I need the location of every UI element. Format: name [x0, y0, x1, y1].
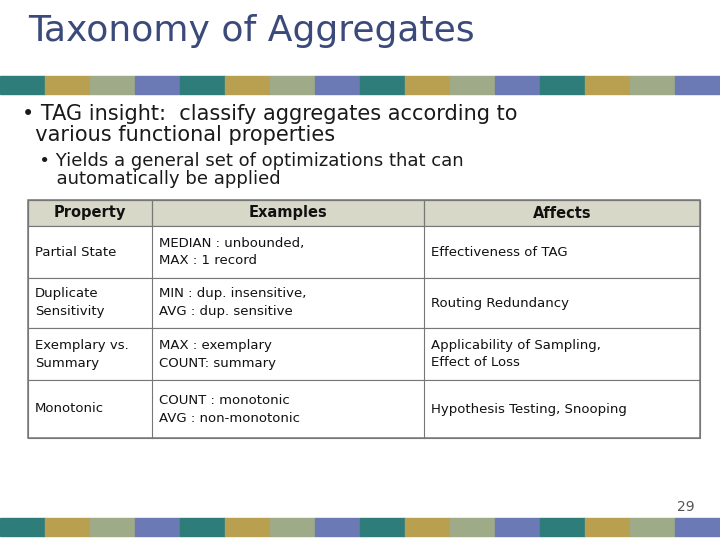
Bar — [28, 200, 700, 438]
Text: Partial State: Partial State — [35, 246, 117, 259]
Bar — [360, 518, 405, 536]
Bar — [28, 328, 700, 380]
Bar — [225, 76, 270, 94]
Bar — [225, 518, 270, 536]
Bar — [45, 76, 90, 94]
Bar — [585, 518, 630, 536]
Bar — [28, 226, 700, 278]
Bar — [540, 76, 585, 94]
Text: Taxonomy of Aggregates: Taxonomy of Aggregates — [28, 14, 474, 48]
Bar — [450, 76, 495, 94]
Bar — [45, 518, 90, 536]
Bar — [630, 76, 675, 94]
Text: automatically be applied: automatically be applied — [22, 170, 281, 188]
Text: Hypothesis Testing, Snooping: Hypothesis Testing, Snooping — [431, 402, 627, 415]
Bar — [585, 76, 630, 94]
Text: Property: Property — [54, 206, 126, 220]
Text: Affects: Affects — [533, 206, 592, 220]
Bar — [28, 380, 700, 438]
Bar — [495, 518, 540, 536]
Text: COUNT : monotonic
AVG : non-monotonic: COUNT : monotonic AVG : non-monotonic — [159, 394, 300, 424]
Bar — [675, 76, 720, 94]
Bar — [405, 518, 450, 536]
Bar — [135, 518, 180, 536]
Bar — [315, 518, 360, 536]
Text: Applicability of Sampling,
Effect of Loss: Applicability of Sampling, Effect of Los… — [431, 339, 601, 369]
Bar — [270, 76, 315, 94]
Bar — [630, 518, 675, 536]
Bar — [90, 518, 135, 536]
Bar — [0, 76, 45, 94]
Bar — [360, 76, 405, 94]
Text: MIN : dup. insensitive,
AVG : dup. sensitive: MIN : dup. insensitive, AVG : dup. sensi… — [159, 287, 307, 319]
Text: • TAG insight:  classify aggregates according to: • TAG insight: classify aggregates accor… — [22, 104, 518, 124]
Text: various functional properties: various functional properties — [22, 125, 335, 145]
Text: • Yields a general set of optimizations that can: • Yields a general set of optimizations … — [22, 152, 464, 170]
Bar — [495, 76, 540, 94]
Bar — [28, 200, 700, 226]
Text: 29: 29 — [678, 500, 695, 514]
Bar — [0, 518, 45, 536]
Bar — [135, 76, 180, 94]
Text: Duplicate
Sensitivity: Duplicate Sensitivity — [35, 287, 104, 319]
Bar — [540, 518, 585, 536]
Bar — [315, 76, 360, 94]
Text: Examples: Examples — [249, 206, 328, 220]
Text: Effectiveness of TAG: Effectiveness of TAG — [431, 246, 568, 259]
Bar — [270, 518, 315, 536]
Text: MAX : exemplary
COUNT: summary: MAX : exemplary COUNT: summary — [159, 339, 276, 369]
Bar — [405, 76, 450, 94]
Bar — [28, 278, 700, 328]
Text: Monotonic: Monotonic — [35, 402, 104, 415]
Text: Routing Redundancy: Routing Redundancy — [431, 296, 570, 309]
Bar — [675, 518, 720, 536]
Bar — [180, 518, 225, 536]
Bar — [180, 76, 225, 94]
Text: MEDIAN : unbounded,
MAX : 1 record: MEDIAN : unbounded, MAX : 1 record — [159, 237, 305, 267]
Bar — [90, 76, 135, 94]
Bar — [450, 518, 495, 536]
Text: Exemplary vs.
Summary: Exemplary vs. Summary — [35, 339, 129, 369]
